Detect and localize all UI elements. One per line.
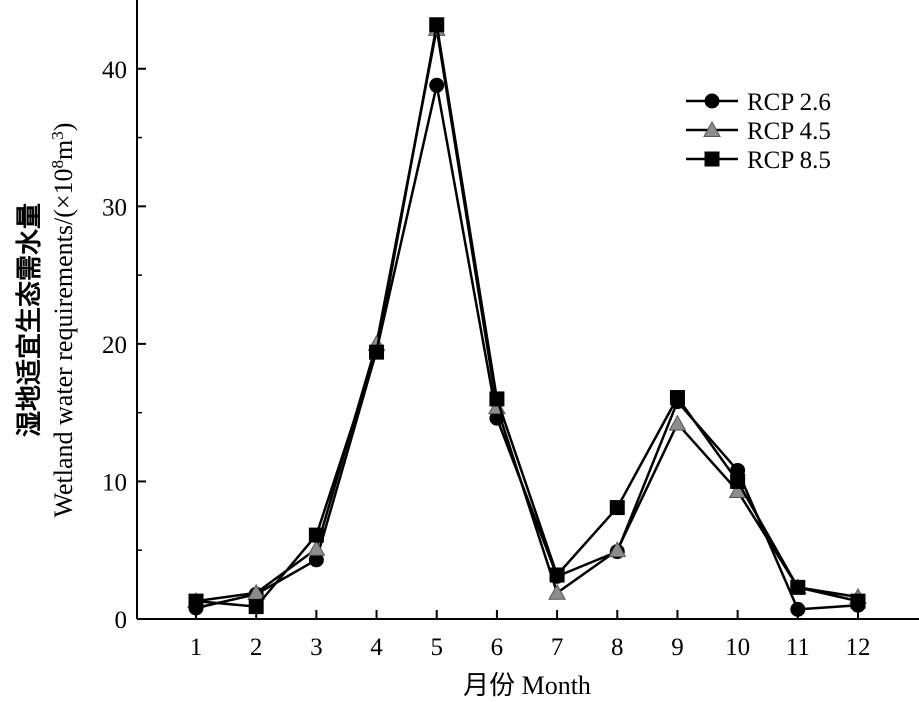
data-point — [307, 539, 326, 556]
data-point — [248, 599, 264, 615]
data-point — [308, 527, 324, 543]
x-tick-label: 8 — [611, 634, 624, 661]
x-axis-title: 月份 Month — [463, 671, 591, 700]
legend-item: RCP 2.6 — [686, 89, 831, 116]
data-point — [790, 579, 806, 595]
data-point — [730, 473, 746, 489]
y-tick-label: 30 — [102, 194, 127, 221]
data-point — [369, 344, 385, 360]
x-tick-label: 2 — [250, 634, 263, 661]
x-tick-label: 1 — [190, 634, 203, 661]
data-point — [429, 77, 445, 93]
y-tick-label: 20 — [102, 332, 127, 359]
x-tick-label: 6 — [491, 634, 504, 661]
x-tick-label: 10 — [725, 634, 750, 661]
y-axis-title: 湿地适宜生态需水量 Wetland water requirements/(×1… — [14, 123, 78, 518]
series-line — [195, 23, 859, 608]
y-tick-label: 0 — [115, 607, 128, 634]
y-axis-title-en-base: Wetland water requirements/(×10 — [49, 168, 78, 517]
legend-item: RCP 4.5 — [686, 118, 831, 145]
legend-item: RCP 8.5 — [686, 147, 831, 174]
x-tick-label: 9 — [671, 634, 684, 661]
data-point — [548, 583, 566, 600]
data-point — [790, 601, 806, 617]
y-axis-title-en-sup2: 3 — [48, 131, 67, 140]
legend-marker — [704, 93, 720, 109]
legend-label: RCP 2.6 — [747, 89, 831, 116]
data-point — [188, 593, 204, 609]
x-tick-label: 5 — [430, 634, 443, 661]
legend-marker — [703, 120, 721, 137]
x-tick-label: 7 — [551, 634, 564, 661]
legend-label: RCP 8.5 — [747, 147, 831, 174]
data-point — [489, 391, 505, 407]
y-axis-title-en: Wetland water requirements/(×108m3) — [48, 123, 78, 518]
axes — [136, 0, 919, 620]
x-ticks: 1 2 3 4 5 6 7 8 9 10 11 12 — [190, 610, 871, 661]
legend-label: RCP 4.5 — [747, 118, 831, 145]
data-point — [669, 390, 685, 406]
data-point — [608, 541, 627, 558]
data-point — [668, 414, 687, 431]
y-axis-title-en-sup: 8 — [48, 160, 67, 169]
y-axis-title-en-close: ) — [49, 123, 78, 132]
data-point — [549, 567, 565, 583]
series-layer — [187, 17, 867, 617]
y-ticks: 0 10 20 30 40 — [102, 57, 146, 634]
series-line — [195, 27, 859, 603]
y-tick-label: 10 — [102, 469, 127, 496]
data-point — [429, 17, 445, 33]
y-axis-title-en-unit: m — [49, 140, 78, 160]
x-tick-label: 12 — [846, 634, 871, 661]
data-point — [609, 500, 625, 516]
x-tick-label: 4 — [370, 634, 383, 661]
x-tick-label: 3 — [310, 634, 323, 661]
y-tick-label: 40 — [102, 57, 127, 84]
legend-marker — [704, 151, 720, 167]
data-point — [850, 593, 866, 609]
x-tick-label: 11 — [786, 634, 810, 661]
y-axis-title-cn: 湿地适宜生态需水量 — [14, 203, 44, 437]
series-3 — [188, 17, 866, 615]
